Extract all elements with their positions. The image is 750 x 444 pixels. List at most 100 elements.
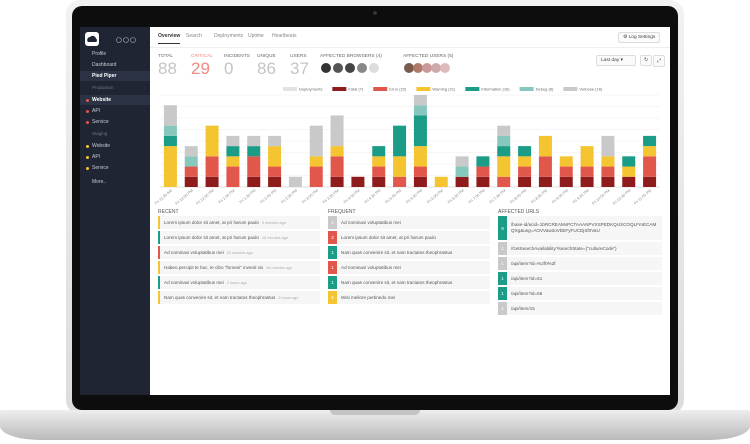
stat-value: 86 bbox=[257, 59, 276, 78]
x-tick-label: Fri 10:30 PM bbox=[612, 189, 631, 206]
bar-segment bbox=[538, 176, 552, 187]
list-item: 1/api/item/15 bbox=[498, 302, 662, 315]
sidebar-item: Service bbox=[80, 163, 150, 173]
item-label: Lorem ipsum dolor sit amet, at pri harum… bbox=[164, 234, 259, 240]
bar-segment bbox=[601, 166, 615, 177]
bar-segment bbox=[372, 146, 386, 157]
item-label: /api/item?id=66 bbox=[511, 290, 543, 296]
bar-segment bbox=[330, 176, 344, 187]
legend-label: Warning (21) bbox=[432, 87, 456, 92]
item-label: Nam quas convenire sit, et nam tractatos… bbox=[341, 249, 453, 255]
item-text: Ad nominavi voluptatibus mei 20 minutes a… bbox=[160, 248, 257, 258]
bar-segment bbox=[184, 146, 198, 157]
legend-swatch bbox=[519, 87, 534, 91]
stat-label: CRITICAL bbox=[191, 54, 213, 59]
x-tick-label: Fri 11:30 AM bbox=[154, 189, 173, 206]
bar-segment bbox=[184, 166, 198, 177]
x-tick-label: Fri 8:00 PM bbox=[510, 189, 528, 205]
bar-segment bbox=[372, 156, 386, 167]
item-text: /api/item?id=%2f0%2f bbox=[507, 259, 560, 269]
bar-segment bbox=[393, 176, 407, 187]
list-item: 2 Lorem ipsum dolor sit amet, at pri haru… bbox=[328, 231, 490, 244]
screen: Profile Dashboard Pied Piper Production Webs… bbox=[80, 27, 670, 395]
bar-segment bbox=[226, 135, 240, 147]
bar-segment bbox=[309, 125, 323, 157]
tab: Heartbeats bbox=[272, 33, 297, 39]
item-time: 20 minutes ago bbox=[226, 250, 253, 255]
bar-segment bbox=[497, 135, 511, 147]
legend-swatch bbox=[465, 87, 480, 91]
bar-segment bbox=[268, 176, 282, 187]
bar-segment bbox=[247, 156, 261, 177]
bar-segment bbox=[268, 166, 282, 177]
stat-value: 88 bbox=[158, 59, 177, 78]
bar-segment bbox=[205, 156, 219, 177]
item-label: Nam quas convenire sit, et nam tractatos… bbox=[164, 294, 276, 300]
bar-segment bbox=[413, 95, 427, 106]
item-time: 9 minutes ago bbox=[261, 220, 286, 225]
browser-icon bbox=[357, 63, 367, 73]
item-label: Nam quas convenire sit, et nam tractatos… bbox=[341, 279, 453, 285]
item-text: Lorem ipsum dolor sit amet, at pri harum… bbox=[337, 233, 440, 243]
item-text: Nam quas convenire sit, et nam tractatos… bbox=[160, 293, 302, 303]
x-tick-label: Fri 4:00 PM bbox=[343, 189, 361, 205]
expand-button[interactable]: ⤢ bbox=[653, 55, 665, 67]
bar-segment bbox=[643, 176, 657, 187]
bar-segment bbox=[622, 156, 636, 167]
list-item: 1/GetSearchAvailability?searchState={"cu… bbox=[498, 242, 662, 255]
item-label: /GetSearchAvailability?searchState={"cul… bbox=[511, 245, 617, 251]
count-badge: 9 bbox=[498, 216, 507, 240]
bar-segment bbox=[226, 146, 240, 157]
bar-segment bbox=[455, 176, 469, 187]
list-item: 1/api/item?id=61 bbox=[498, 272, 662, 285]
tab: Search bbox=[186, 33, 202, 39]
bar-segment bbox=[538, 156, 552, 177]
tab: Uptime bbox=[248, 33, 264, 39]
legend-swatch bbox=[563, 87, 578, 91]
laptop-notch bbox=[330, 410, 420, 415]
divider bbox=[150, 47, 670, 48]
list-item: Ad nominavi voluptatibus mei 20 minutes a… bbox=[158, 246, 320, 259]
list-item: 1/api/item?id=66 bbox=[498, 287, 662, 300]
user-avatar bbox=[440, 63, 450, 73]
bar-segment bbox=[163, 146, 177, 187]
legend-swatch bbox=[332, 87, 347, 91]
panel-title: RECENT bbox=[158, 209, 179, 215]
users-label: AFFECTED USERS (5) bbox=[403, 54, 454, 59]
refresh-button[interactable]: ↻ bbox=[640, 55, 653, 66]
x-tick-label: Fri 1:00 PM bbox=[218, 189, 236, 205]
list-item: 1 Wisi meliore pertinedo mei bbox=[328, 291, 490, 304]
icon bbox=[116, 37, 122, 43]
bar-segment bbox=[580, 176, 594, 187]
range-select[interactable]: Last day ▾ bbox=[596, 55, 636, 66]
button-label: Log Settings bbox=[628, 35, 656, 40]
bar-segment bbox=[372, 176, 386, 187]
item-text: Ad nominavi voluptatibus mei bbox=[337, 263, 405, 273]
stat-value: 37 bbox=[290, 59, 309, 78]
sidebar: Profile Dashboard Pied Piper Production Webs… bbox=[80, 27, 150, 395]
sidebar-item: Production bbox=[92, 85, 114, 90]
list-item: 1 Ad nominavi voluptatibus mei bbox=[328, 216, 490, 229]
tab: Deployments bbox=[214, 33, 244, 39]
panel-title: AFFECTED URLS bbox=[498, 209, 540, 215]
bar-segment bbox=[309, 166, 323, 187]
range-label: Last day bbox=[601, 58, 620, 63]
tab: Overview bbox=[158, 33, 181, 44]
bar-segment bbox=[330, 146, 344, 157]
count-badge: 1 bbox=[328, 291, 337, 304]
x-tick-label: Fri 3:00 PM bbox=[301, 189, 319, 205]
legend-swatch bbox=[283, 87, 297, 91]
stat-label: USERS bbox=[290, 54, 307, 59]
dot bbox=[86, 166, 89, 170]
item-label: Ad nominavi voluptatibus mei bbox=[341, 264, 401, 270]
x-tick-label: Fri 5:00 PM bbox=[385, 189, 403, 205]
bar-segment bbox=[184, 176, 198, 187]
x-tick-label: Fri 8:30 PM bbox=[530, 189, 548, 205]
bar-segment bbox=[518, 176, 532, 187]
bar-segment bbox=[330, 115, 344, 147]
log-settings-button[interactable]: ⚙ Log Settings bbox=[618, 32, 661, 43]
bar-segment bbox=[559, 176, 573, 187]
item-label: Habeo percipit te hac, te cibo "fomeni" … bbox=[164, 264, 264, 270]
bar-segment bbox=[497, 156, 511, 177]
item-text: Wisi meliore pertinedo mei bbox=[337, 293, 399, 303]
